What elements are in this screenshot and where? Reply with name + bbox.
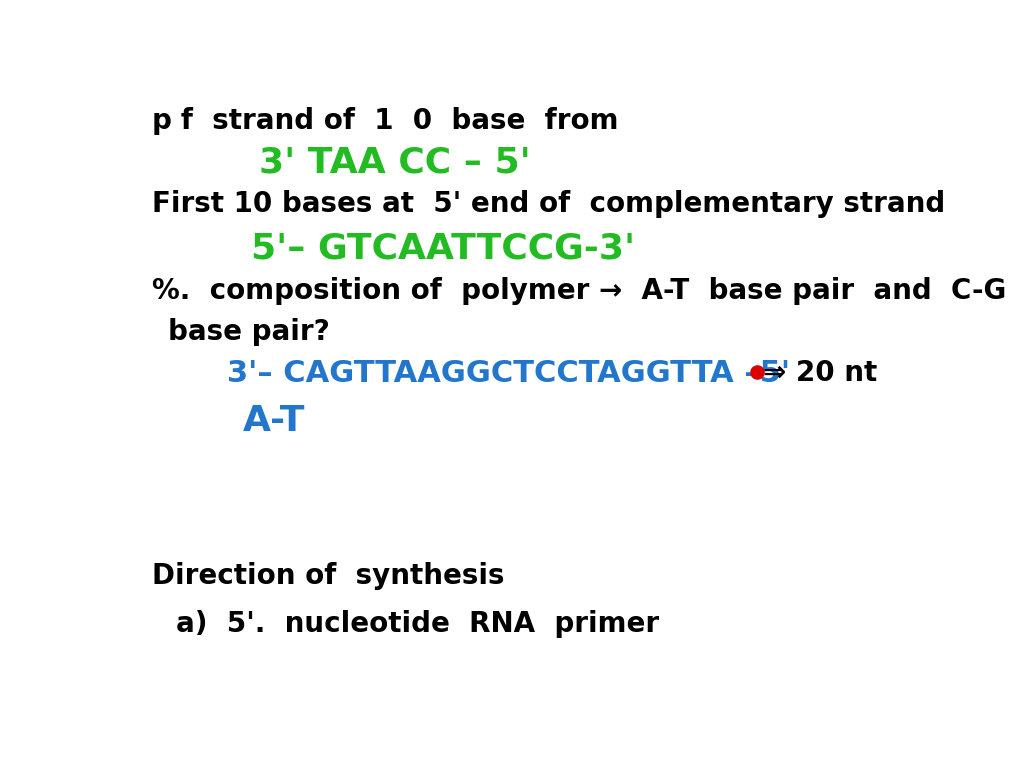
Text: base pair?: base pair? <box>168 318 330 346</box>
Text: ⇒ 20 nt: ⇒ 20 nt <box>763 359 878 387</box>
Text: p: p <box>152 107 278 135</box>
Text: A-T: A-T <box>243 404 305 438</box>
Text: First 10 bases at  5' end of  complementary strand: First 10 bases at 5' end of complementar… <box>152 190 945 218</box>
Text: a)  5'.  nucleotide  RNA  primer: a) 5'. nucleotide RNA primer <box>176 610 658 637</box>
Text: 3'– CAGTTAAGGCTCCTAGGTTA –5': 3'– CAGTTAAGGCTCCTAGGTTA –5' <box>227 359 791 389</box>
Text: 3' TAA CC – 5': 3' TAA CC – 5' <box>259 145 530 180</box>
Text: Direction of  synthesis: Direction of synthesis <box>152 562 504 591</box>
Text: 5'– GTCAATTCCG-3': 5'– GTCAATTCCG-3' <box>251 231 635 265</box>
Point <box>750 366 766 378</box>
Text: f  strand of  1  0  base  from: f strand of 1 0 base from <box>152 107 618 135</box>
Text: %.  composition of  polymer →  A-T  base pair  and  C-G: %. composition of polymer → A-T base pai… <box>152 276 1006 305</box>
